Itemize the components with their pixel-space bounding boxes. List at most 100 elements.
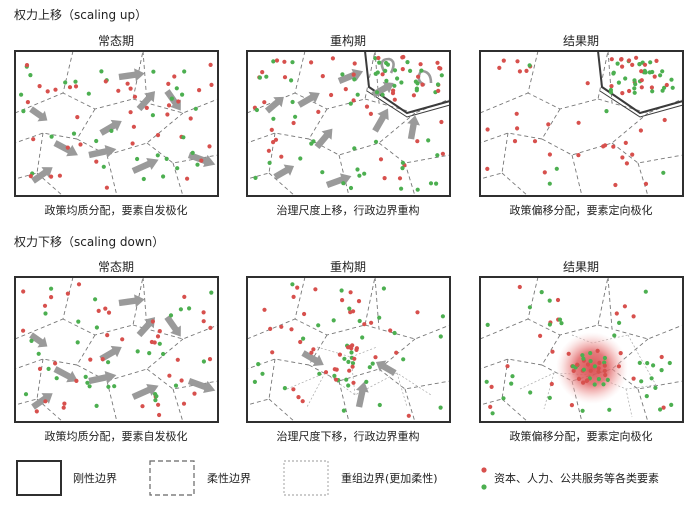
red-element-dot: [172, 74, 177, 79]
boundary-line: [501, 398, 529, 423]
green-element-dot: [405, 60, 410, 65]
green-element-dot: [43, 311, 48, 316]
panel-caption-up-3: 政策偏移分配，要素定向极化: [510, 203, 653, 217]
green-element-dot: [438, 405, 443, 410]
red-element-dot: [515, 59, 520, 64]
green-element-dot: [588, 359, 593, 364]
green-element-dot: [355, 92, 360, 97]
red-element-dot: [400, 67, 405, 72]
red-element-dot: [602, 368, 607, 373]
red-element-dot: [103, 79, 108, 84]
red-element-dot: [209, 82, 214, 87]
green-element-dot: [362, 171, 367, 176]
red-element-dot: [309, 60, 314, 65]
green-element-dot: [340, 72, 345, 77]
boundary-line: [479, 132, 509, 180]
green-element-dot: [605, 377, 610, 382]
panel-title-down-2: 重构期: [330, 259, 366, 274]
green-element-dot: [256, 362, 261, 367]
red-element-dot: [602, 363, 607, 368]
red-element-dot: [329, 92, 334, 98]
red-element-dot: [67, 85, 73, 90]
red-element-dot: [120, 337, 125, 342]
flow-arrow: [88, 145, 117, 159]
red-element-dot: [630, 62, 635, 67]
flow-arrow: [131, 384, 159, 400]
red-element-dot: [266, 148, 271, 153]
red-element-dot: [627, 58, 632, 63]
green-element-dot: [415, 81, 420, 86]
green-element-dot: [528, 390, 533, 395]
red-element-dot: [664, 82, 669, 88]
green-element-dot: [195, 162, 200, 167]
red-element-dot: [298, 339, 303, 345]
flow-arrow: [118, 68, 145, 82]
green-element-dot: [135, 349, 140, 354]
green-element-dot: [112, 384, 117, 389]
red-element-dot: [622, 304, 628, 309]
red-element-dot: [354, 346, 359, 351]
red-element-dot: [416, 74, 421, 79]
red-element-dot: [406, 413, 411, 418]
green-element-dot: [632, 90, 637, 95]
green-element-dot: [155, 153, 160, 158]
flow-arrow: [99, 345, 122, 362]
green-element-dot: [289, 78, 294, 83]
red-element-dot: [639, 69, 644, 74]
red-element-dot: [157, 329, 162, 334]
green-element-dot: [174, 86, 179, 91]
green-element-dot: [342, 356, 347, 361]
green-element-dot: [350, 361, 356, 366]
red-element-dot: [603, 372, 608, 378]
green-element-dot: [141, 176, 146, 182]
boundary-line: [378, 368, 451, 390]
red-element-dot: [302, 311, 307, 317]
green-element-dot: [173, 383, 179, 388]
flow-arrow: [264, 96, 284, 114]
red-element-dot: [282, 59, 287, 64]
flow-arrow: [301, 350, 324, 367]
boundary-line: [543, 372, 555, 410]
red-element-dot: [631, 376, 636, 381]
panel-up-result: [479, 50, 684, 197]
red-element-dot: [631, 314, 636, 319]
green-element-dot: [660, 69, 665, 74]
red-element-dot: [165, 112, 170, 117]
green-element-dot: [180, 92, 185, 97]
green-element-dot: [341, 408, 346, 413]
green-element-dot: [373, 56, 378, 61]
red-element-dot: [150, 319, 155, 324]
red-element-dot: [323, 370, 329, 375]
red-element-dot: [576, 153, 581, 158]
green-element-dot: [580, 353, 585, 358]
green-element-dot: [355, 167, 360, 172]
red-element-dot: [642, 62, 648, 67]
green-element-dot: [617, 320, 622, 325]
red-element-dot: [659, 354, 664, 360]
red-element-dot: [125, 81, 130, 86]
red-element-dot: [515, 126, 520, 131]
green-element-dot: [257, 75, 262, 80]
flow-arrow: [99, 119, 122, 136]
red-element-dot: [43, 399, 48, 404]
green-element-dot: [434, 181, 439, 186]
panel-title-down-3: 结果期: [563, 260, 599, 274]
swirl-arrow: [417, 69, 433, 87]
flow-arrow: [337, 68, 364, 84]
boundary-line: [246, 318, 296, 340]
red-element-dot: [166, 81, 171, 86]
red-element-dot: [175, 357, 180, 362]
flow-arrow: [118, 294, 145, 308]
boundary-line: [527, 50, 609, 110]
boundary-line: [246, 334, 328, 370]
boundary-line: [607, 276, 684, 340]
green-element-dot: [623, 76, 628, 81]
panel-down-restructure: [246, 276, 451, 423]
red-element-dot: [576, 376, 582, 381]
green-element-dot: [633, 82, 638, 87]
boundary-line: [246, 358, 276, 406]
red-element-dot: [649, 85, 655, 90]
green-element-dot: [380, 92, 385, 97]
red-element-dot: [623, 140, 628, 145]
red-element-dot: [364, 104, 370, 109]
